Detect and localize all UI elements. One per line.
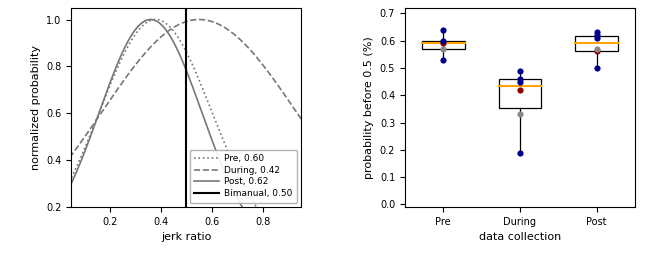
Point [592, 47, 602, 51]
Post, 0.62 [230, 191, 238, 194]
During, 0.42 [55, 170, 63, 173]
Point [438, 41, 448, 45]
Point [515, 150, 525, 155]
Pre, 0.60 [254, 208, 262, 211]
Post, 0.62 [81, 150, 89, 153]
Y-axis label: probability before 0.5 (%): probability before 0.5 (%) [364, 36, 375, 179]
Bar [575, 36, 618, 51]
X-axis label: data collection: data collection [479, 233, 561, 242]
Pre, 0.60 [81, 146, 89, 149]
Point [515, 80, 525, 84]
Post, 0.62 [158, 24, 166, 27]
Post, 0.62 [254, 227, 262, 230]
X-axis label: jerk ratio: jerk ratio [161, 233, 211, 242]
Y-axis label: normalized probability: normalized probability [30, 45, 41, 170]
Post, 0.62 [55, 206, 63, 209]
During, 0.42 [167, 27, 175, 31]
Point [592, 30, 602, 34]
Point [515, 88, 525, 92]
Point [592, 36, 602, 40]
Point [438, 57, 448, 62]
Point [438, 39, 448, 43]
Point [592, 66, 602, 70]
During, 0.42 [310, 136, 318, 139]
Point [515, 112, 525, 116]
During, 0.42 [81, 135, 89, 138]
Pre, 0.60 [55, 199, 63, 203]
Point [515, 69, 525, 73]
Point [592, 33, 602, 37]
Point [515, 77, 525, 81]
During, 0.42 [259, 63, 266, 66]
Point [438, 27, 448, 32]
Legend: Pre, 0.60, During, 0.42, Post, 0.62, Bimanual, 0.50: Pre, 0.60, During, 0.42, Post, 0.62, Bim… [190, 149, 297, 203]
Point [592, 49, 602, 54]
Post, 0.62 [167, 37, 175, 40]
Line: Post, 0.62: Post, 0.62 [59, 19, 314, 253]
Point [438, 47, 448, 51]
Pre, 0.60 [259, 214, 266, 217]
During, 0.42 [195, 18, 203, 21]
Pre, 0.60 [152, 18, 159, 21]
Line: Pre, 0.60: Pre, 0.60 [59, 19, 314, 250]
During, 0.42 [230, 33, 238, 36]
During, 0.42 [254, 57, 262, 60]
Pre, 0.60 [158, 19, 166, 23]
Pre, 0.60 [310, 248, 318, 251]
Bar [498, 80, 542, 108]
Post, 0.62 [259, 231, 266, 234]
Pre, 0.60 [230, 164, 238, 167]
Post, 0.62 [146, 18, 154, 21]
During, 0.42 [158, 34, 166, 38]
Bar [422, 41, 465, 49]
Line: During, 0.42: During, 0.42 [59, 19, 314, 171]
Post, 0.62 [310, 251, 318, 254]
Pre, 0.60 [167, 27, 175, 30]
